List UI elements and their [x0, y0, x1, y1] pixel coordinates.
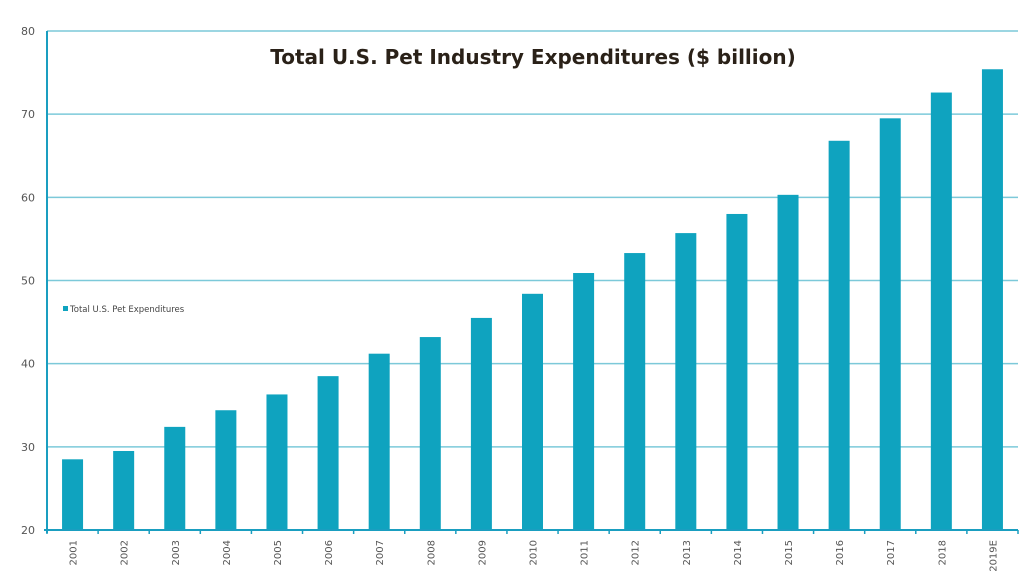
- x-tick-label: 2019E: [988, 540, 999, 572]
- legend-swatch: [63, 306, 68, 311]
- x-tick-label: 2014: [733, 540, 744, 565]
- bar-2003: [164, 426, 186, 530]
- bar-2001: [62, 459, 84, 530]
- legend: Total U.S. Pet Expenditures: [63, 305, 185, 315]
- gridlines: [47, 30, 1018, 448]
- legend-label: Total U.S. Pet Expenditures: [69, 305, 185, 315]
- x-tick-label: 2003: [171, 540, 182, 565]
- x-tick-label: 2010: [529, 540, 540, 565]
- y-tick-label: 40: [21, 358, 35, 371]
- x-tick-label: 2015: [784, 540, 795, 565]
- x-tick-label: 2017: [886, 540, 897, 565]
- x-tick-label: 2001: [69, 540, 80, 565]
- bar-2006: [317, 376, 339, 530]
- bar-2019E: [981, 69, 1003, 531]
- x-tick-label: 2009: [477, 540, 488, 565]
- y-tick-label: 20: [21, 524, 35, 537]
- bar-2009: [470, 317, 492, 530]
- x-tick-label: 2018: [937, 540, 948, 565]
- axes: [44, 31, 1019, 534]
- bar-2008: [419, 337, 441, 530]
- y-tick-labels: 20 30 40 50 60 70 80: [21, 25, 35, 537]
- y-tick-label: 60: [21, 191, 35, 204]
- y-tick-label: 30: [21, 441, 35, 454]
- x-tick-label: 2008: [426, 540, 437, 565]
- bar-2018: [930, 92, 952, 530]
- x-tick-label: 2005: [273, 540, 284, 565]
- y-tick-label: 80: [21, 25, 35, 38]
- x-tick-label: 2012: [631, 540, 642, 565]
- y-tick-label: 70: [21, 108, 35, 121]
- y-tick-label: 50: [21, 275, 35, 288]
- bar-2016: [828, 140, 850, 530]
- x-tick-label: 2006: [324, 540, 335, 565]
- bar-2007: [368, 353, 390, 530]
- x-tick-label: 2016: [835, 540, 846, 565]
- bar-2013: [675, 233, 697, 530]
- bar-2014: [726, 213, 748, 530]
- bar-2010: [522, 293, 543, 530]
- x-tick-label: 2002: [120, 540, 131, 565]
- bar-2002: [113, 450, 135, 530]
- bars: [62, 69, 1003, 531]
- bar-2005: [266, 394, 288, 530]
- bar-2011: [573, 273, 595, 530]
- bar-2015: [777, 194, 799, 531]
- x-tick-labels: 2001 2002 2003 2004 2005 2006 2007 2008 2009 2010…: [69, 540, 1000, 572]
- x-tick-label: 2007: [375, 540, 386, 565]
- x-tick-label: 2004: [222, 540, 233, 565]
- bar-2017: [879, 118, 901, 530]
- bar-2012: [624, 253, 646, 530]
- bar-2004: [215, 410, 237, 530]
- chart-title: Total U.S. Pet Industry Expenditures ($ …: [270, 45, 796, 69]
- x-tick-label: 2011: [580, 540, 591, 565]
- x-tick-label: 2013: [682, 540, 693, 565]
